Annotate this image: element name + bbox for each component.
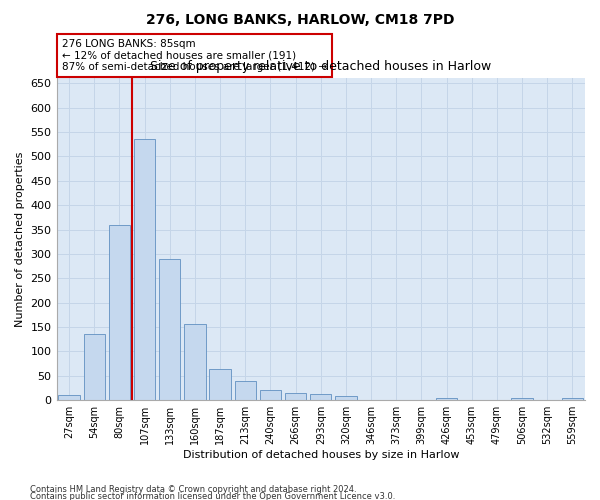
Text: Contains public sector information licensed under the Open Government Licence v3: Contains public sector information licen… <box>30 492 395 500</box>
Bar <box>235 380 256 400</box>
Bar <box>83 334 105 400</box>
Bar <box>335 396 356 400</box>
Text: 276, LONG BANKS, HARLOW, CM18 7PD: 276, LONG BANKS, HARLOW, CM18 7PD <box>146 12 454 26</box>
Bar <box>260 390 281 400</box>
X-axis label: Distribution of detached houses by size in Harlow: Distribution of detached houses by size … <box>182 450 459 460</box>
Bar <box>511 398 533 400</box>
Bar <box>184 324 206 400</box>
Bar <box>209 368 231 400</box>
Y-axis label: Number of detached properties: Number of detached properties <box>15 152 25 327</box>
Bar <box>436 398 457 400</box>
Bar <box>285 393 307 400</box>
Bar <box>310 394 331 400</box>
Bar <box>159 259 181 400</box>
Bar <box>134 140 155 400</box>
Text: 276 LONG BANKS: 85sqm
← 12% of detached houses are smaller (191)
87% of semi-det: 276 LONG BANKS: 85sqm ← 12% of detached … <box>62 39 327 72</box>
Bar <box>58 396 80 400</box>
Bar <box>109 224 130 400</box>
Title: Size of property relative to detached houses in Harlow: Size of property relative to detached ho… <box>150 60 491 73</box>
Bar <box>562 398 583 400</box>
Text: Contains HM Land Registry data © Crown copyright and database right 2024.: Contains HM Land Registry data © Crown c… <box>30 486 356 494</box>
